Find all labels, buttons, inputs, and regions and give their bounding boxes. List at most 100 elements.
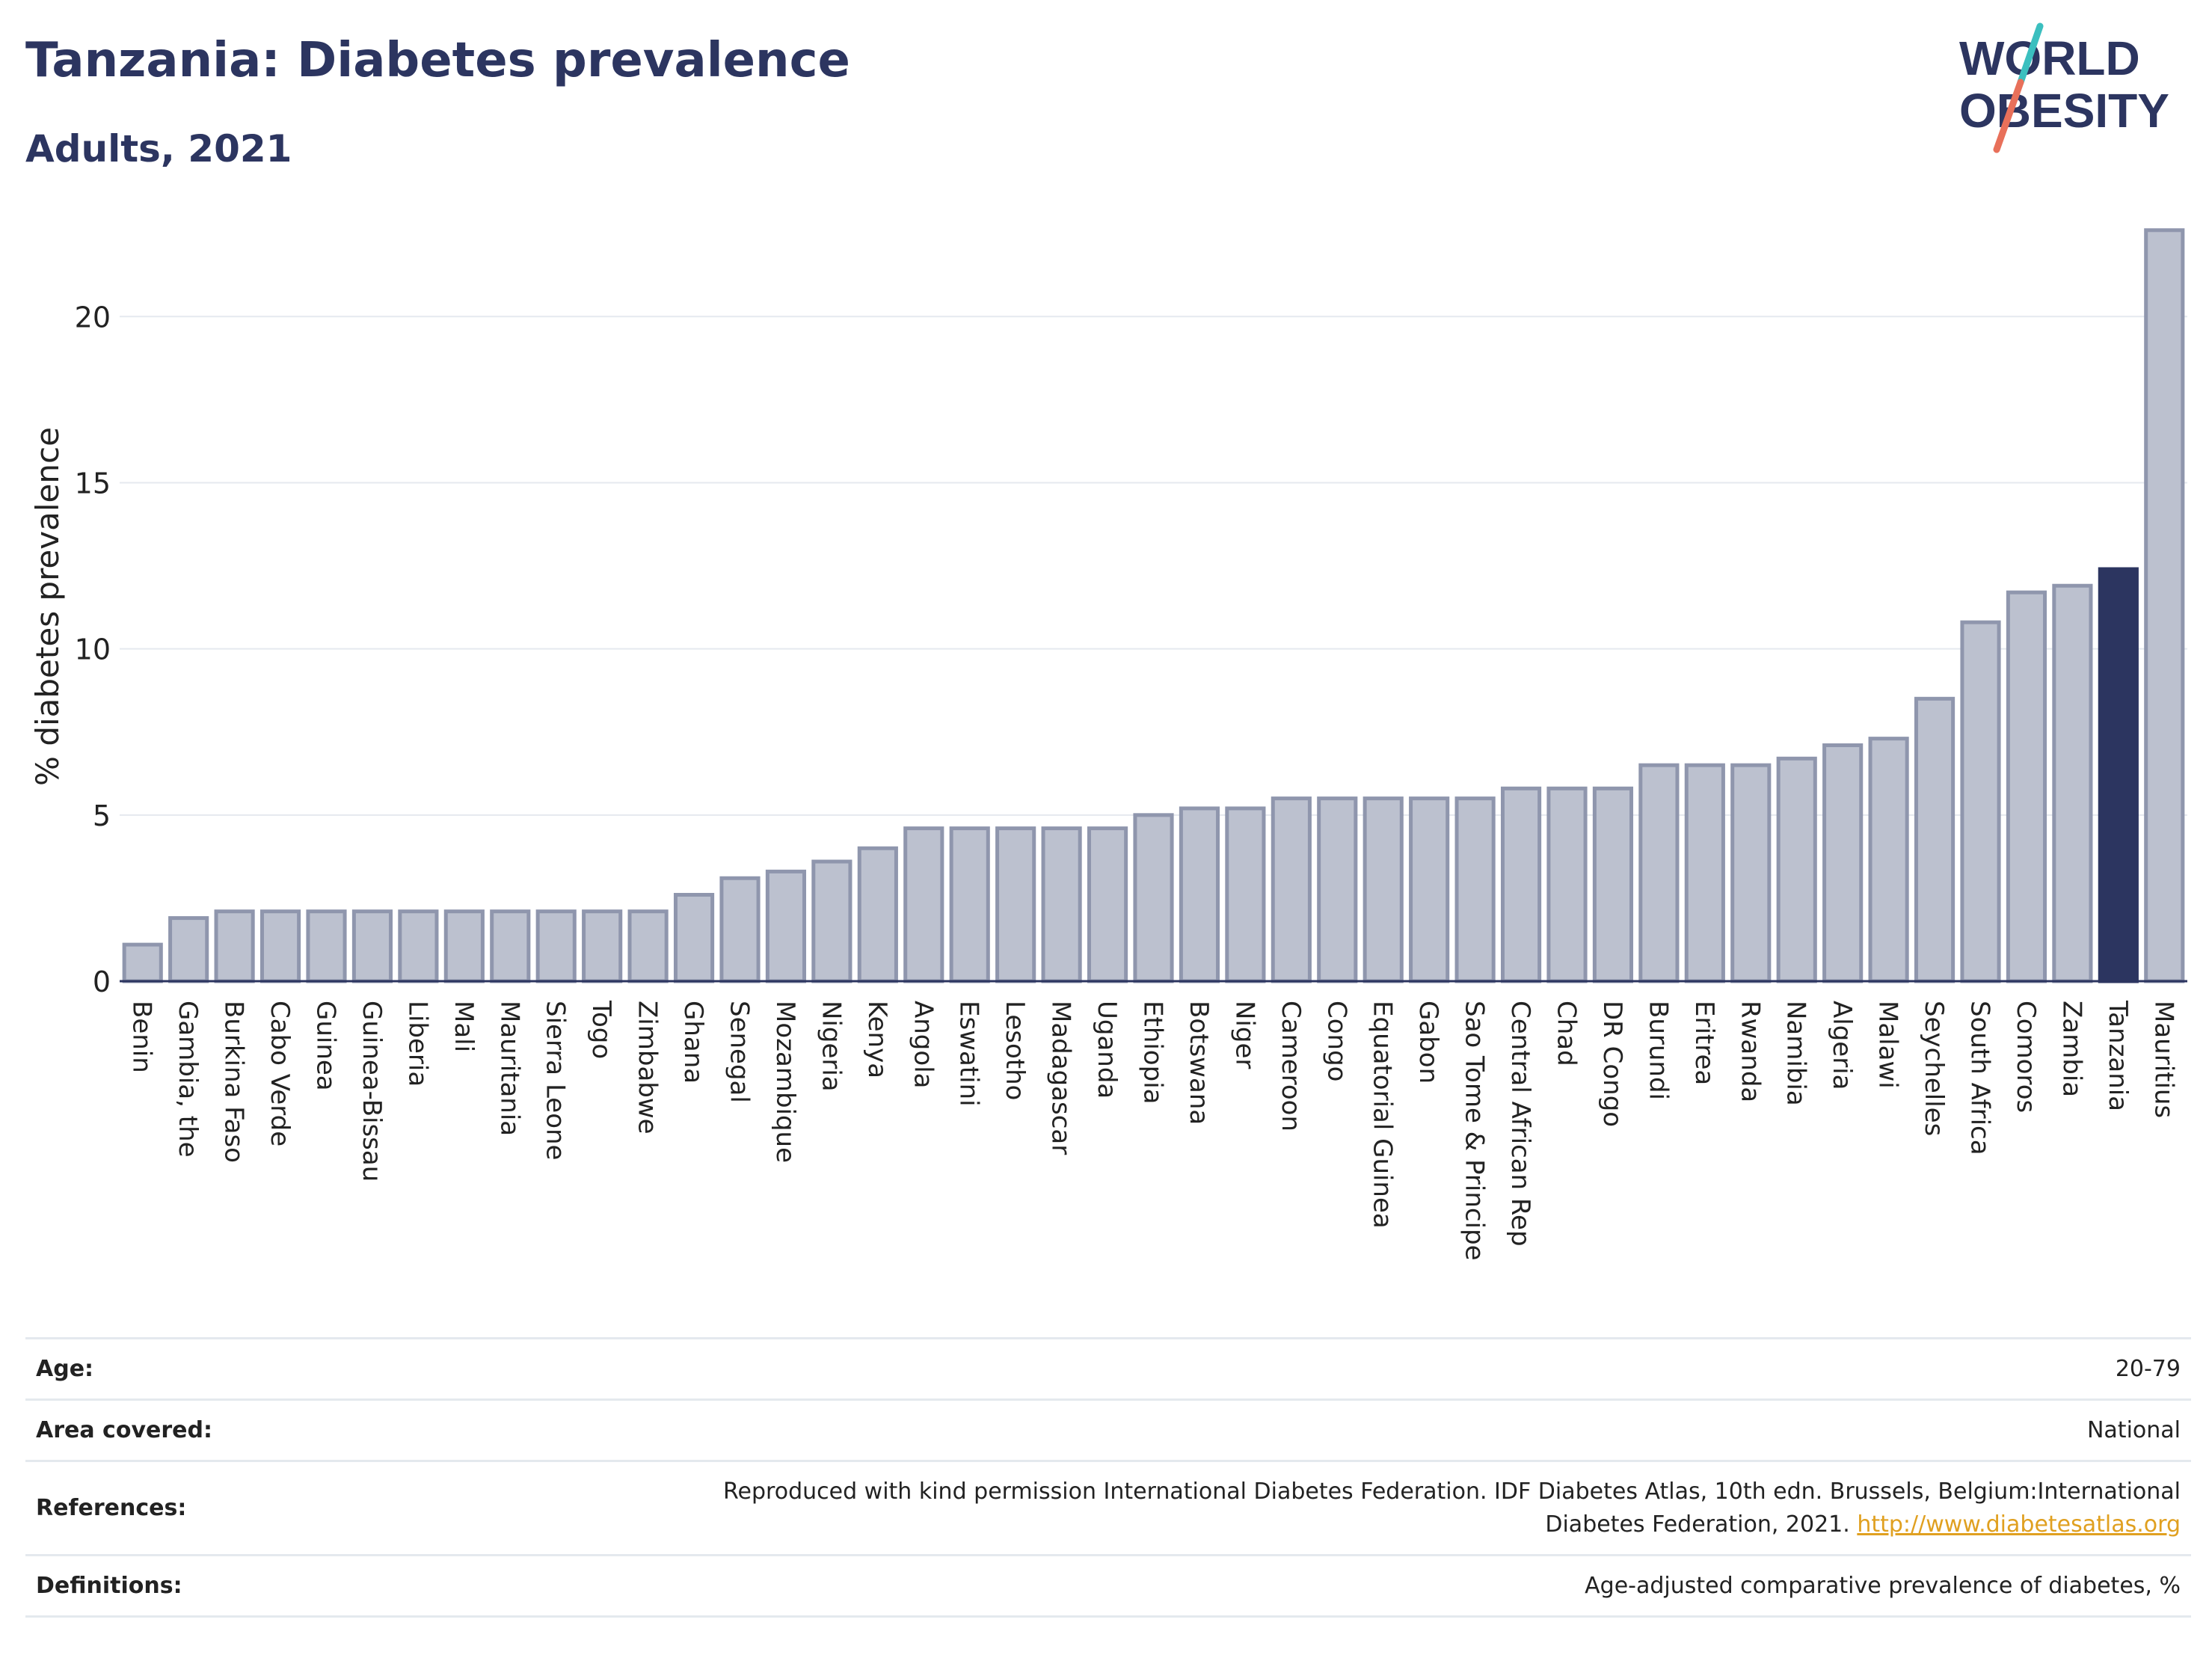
bar-chart: 0 5 10 15 20 % diabetes prevalence Benin Gambia…	[29, 228, 2187, 1261]
references-label: References:	[36, 1495, 187, 1521]
bar	[306, 909, 347, 983]
bar	[1868, 737, 1909, 983]
bar	[673, 892, 715, 983]
logo-text-obesity: OBESITY	[1959, 84, 2169, 138]
x-tick-label: Mozambique	[770, 1001, 800, 1163]
x-tick-label: Cameroon	[1276, 1001, 1306, 1132]
bar	[1914, 696, 1956, 983]
bar	[1271, 796, 1312, 983]
bar	[1960, 620, 2001, 983]
bar	[351, 909, 393, 983]
logo-text-world: WORLD	[1959, 31, 2140, 85]
x-tick-label: Congo	[1321, 1001, 1351, 1081]
definitions-value: Age-adjusted comparative prevalence of d…	[1585, 1572, 2181, 1599]
bar	[765, 869, 807, 983]
x-tick-label: Central African Rep	[1505, 1001, 1535, 1247]
x-tick-label: Nigeria	[816, 1001, 846, 1092]
bar	[1776, 756, 1817, 983]
info-row-references: References: Reproduced with kind permiss…	[25, 1461, 2191, 1556]
y-tick-label: 10	[75, 633, 111, 666]
age-value: 20-79	[2115, 1355, 2181, 1382]
bar	[1225, 806, 1266, 983]
world-obesity-logo: WORLD OBESITY	[1959, 22, 2169, 153]
bar	[1317, 796, 1358, 983]
x-tick-label: Kenya	[862, 1001, 892, 1078]
bar	[1684, 763, 1725, 983]
x-tick-label: Niger	[1229, 1001, 1259, 1069]
bar	[1133, 813, 1174, 983]
bar	[1546, 786, 1588, 983]
page-subtitle: Adults, 2021	[25, 127, 292, 171]
info-row-area: Area covered: National	[25, 1399, 2191, 1461]
bar	[1822, 743, 1864, 983]
x-tick-label: Guinea	[311, 1001, 341, 1091]
bar	[122, 942, 163, 983]
bar	[719, 876, 761, 983]
page-title: Tanzania: Diabetes prevalence	[25, 33, 850, 88]
x-tick-label: Guinea-Bissau	[357, 1001, 387, 1182]
info-row-definitions: Definitions: Age-adjusted comparative pr…	[25, 1555, 2191, 1617]
x-tick-label: Ghana	[678, 1001, 708, 1084]
bar	[535, 909, 577, 983]
x-tick-label: Zambia	[2056, 1001, 2086, 1097]
bar	[259, 909, 301, 983]
references-link[interactable]: http://www.diabetesatlas.org	[1857, 1511, 2181, 1538]
x-tick-label: Rwanda	[1735, 1001, 1765, 1102]
x-tick-label: Gabon	[1413, 1001, 1443, 1084]
x-tick-label: Cabo Verde	[265, 1001, 295, 1146]
logo-slash-bottom	[1993, 79, 2024, 153]
bar	[811, 859, 852, 983]
x-tick-label: Seychelles	[1919, 1001, 1949, 1136]
x-tick-label: Senegal	[725, 1001, 755, 1103]
x-tick-label: Zimbabwe	[633, 1001, 663, 1134]
x-tick-label: Namibia	[1781, 1001, 1811, 1106]
bar	[168, 916, 209, 983]
area-value: National	[2086, 1416, 2181, 1443]
x-tick-label: Chad	[1552, 1001, 1582, 1066]
x-tick-label: Togo	[586, 1000, 616, 1059]
bar	[582, 909, 623, 983]
y-axis-title: % diabetes prevalence	[29, 427, 66, 786]
bar	[857, 846, 898, 983]
x-tick-label: Comoros	[2011, 1001, 2041, 1113]
x-tick-label: Burundi	[1643, 1001, 1673, 1100]
bar	[1638, 763, 1680, 983]
references-text-2: Diabetes Federation, 2021.	[1545, 1511, 1850, 1538]
bar	[2052, 583, 2093, 983]
bar	[443, 909, 485, 983]
x-tick-label: Burkina Faso	[219, 1001, 249, 1163]
x-tick-label: Sierra Leone	[541, 1001, 571, 1160]
bar	[1362, 796, 1404, 983]
bar	[2098, 567, 2139, 983]
x-tick-label: Lesotho	[1000, 1001, 1030, 1100]
definitions-label: Definitions:	[36, 1573, 182, 1599]
bar	[949, 826, 990, 983]
bar	[398, 909, 439, 983]
bar	[903, 826, 944, 983]
x-tick-label: Sao Tome & Principe	[1460, 1001, 1490, 1261]
bar	[627, 909, 669, 983]
x-tick-label: Malawi	[1873, 1001, 1903, 1089]
bar	[1041, 826, 1082, 983]
references-value: Reproduced with kind permission Internat…	[345, 1461, 2191, 1556]
y-tick-label: 0	[93, 965, 111, 998]
bar	[490, 909, 531, 983]
x-tick-label: Eswatini	[954, 1001, 984, 1107]
area-label: Area covered:	[36, 1417, 212, 1443]
x-tick-label: Botswana	[1184, 1001, 1214, 1125]
y-tick-label: 20	[75, 301, 111, 334]
x-tick-label: Madagascar	[1046, 1001, 1076, 1155]
bar	[1454, 796, 1496, 983]
bar	[1087, 826, 1128, 983]
bar	[214, 909, 255, 983]
x-tick-label: DR Congo	[1597, 1001, 1627, 1127]
bar	[1500, 786, 1542, 983]
x-tick-label: Angola	[908, 1001, 938, 1088]
x-tick-label: Mauritania	[494, 1001, 524, 1136]
bar	[1409, 796, 1450, 983]
x-tick-label: Mauritius	[2148, 1001, 2178, 1118]
x-tick-label: Eritrea	[1689, 1001, 1719, 1085]
references-text-1: Reproduced with kind permission Internat…	[723, 1478, 2181, 1505]
x-tick-label: Liberia	[402, 1001, 432, 1087]
bar	[2006, 590, 2047, 983]
